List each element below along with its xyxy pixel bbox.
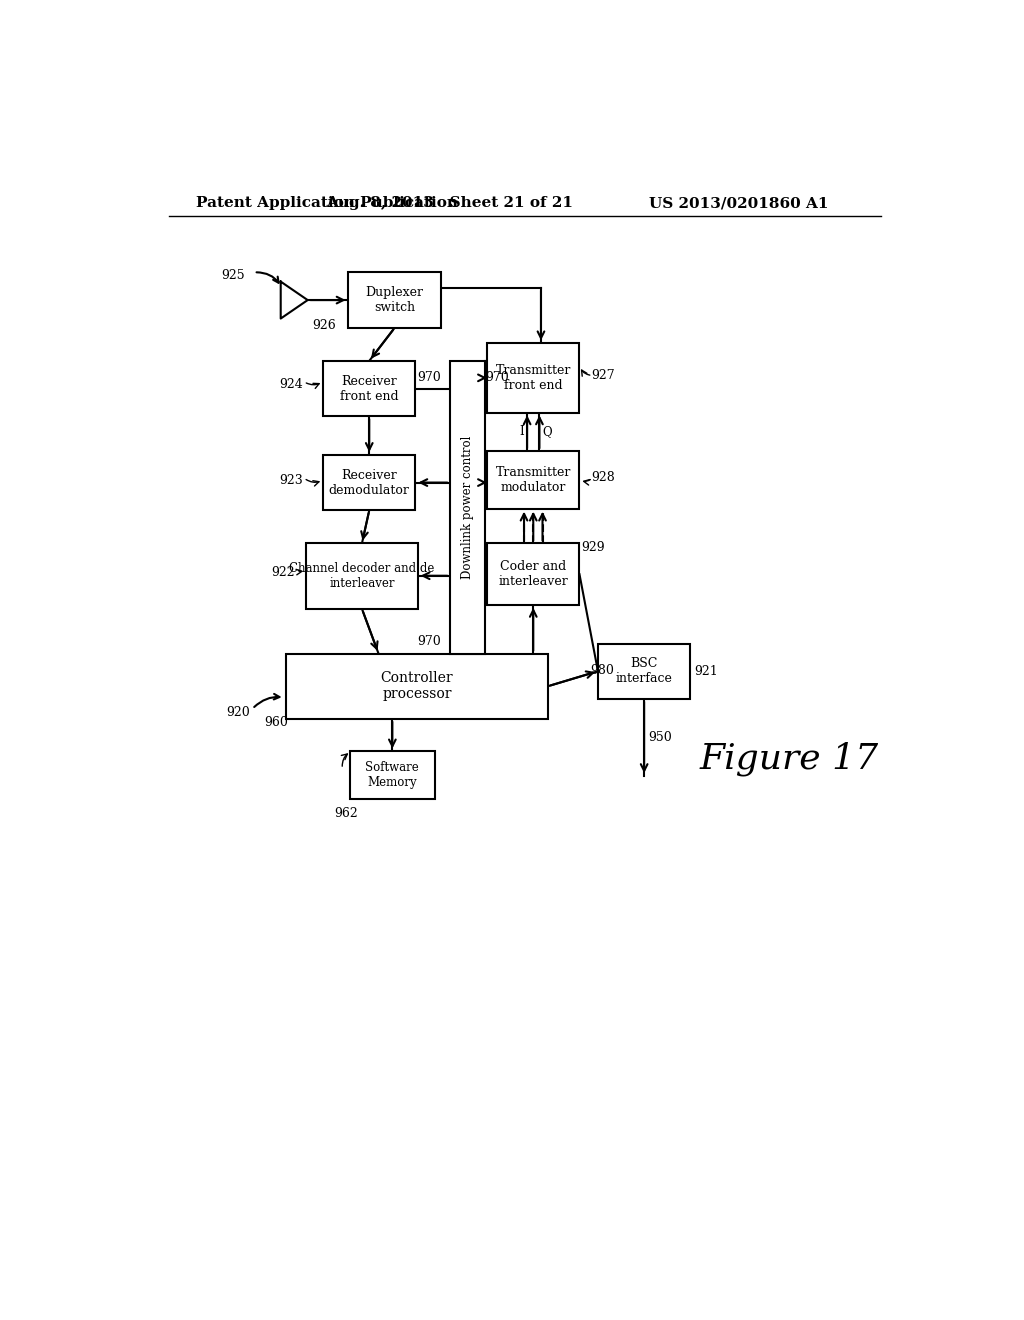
Text: 924: 924: [280, 378, 303, 391]
Text: 923: 923: [280, 474, 303, 487]
Text: Figure 17: Figure 17: [699, 742, 879, 776]
Text: Patent Application Publication: Patent Application Publication: [196, 197, 458, 210]
Bar: [286, 653, 548, 719]
Text: US 2013/0201860 A1: US 2013/0201860 A1: [649, 197, 828, 210]
Text: Transmitter
front end: Transmitter front end: [496, 364, 571, 392]
Text: 929: 929: [581, 541, 604, 554]
Text: Software
Memory: Software Memory: [366, 762, 419, 789]
Text: 925: 925: [221, 269, 245, 282]
Text: 980: 980: [590, 664, 614, 677]
Text: Downlink power control: Downlink power control: [461, 436, 474, 579]
Text: Receiver
demodulator: Receiver demodulator: [329, 469, 410, 496]
Bar: [487, 343, 580, 412]
Text: 928: 928: [591, 471, 614, 484]
Text: BSC
interface: BSC interface: [615, 657, 673, 685]
Text: Duplexer
switch: Duplexer switch: [366, 286, 424, 314]
Text: 920: 920: [226, 706, 250, 719]
Bar: [323, 455, 416, 511]
Text: 921: 921: [694, 665, 718, 677]
Bar: [323, 360, 416, 416]
Text: 927: 927: [591, 370, 614, 381]
Text: 970: 970: [417, 635, 441, 648]
Text: 950: 950: [648, 731, 672, 744]
Text: Channel decoder and de
interleaver: Channel decoder and de interleaver: [289, 562, 434, 590]
Text: 960: 960: [264, 717, 288, 730]
Text: 970: 970: [484, 371, 509, 384]
Bar: [348, 272, 441, 327]
Text: I: I: [519, 425, 524, 438]
Polygon shape: [281, 281, 307, 318]
Text: Receiver
front end: Receiver front end: [340, 375, 398, 403]
Text: Transmitter
modulator: Transmitter modulator: [496, 466, 571, 494]
Text: Coder and
interleaver: Coder and interleaver: [499, 560, 568, 589]
Bar: [451, 360, 484, 653]
Text: Aug. 8, 2013   Sheet 21 of 21: Aug. 8, 2013 Sheet 21 of 21: [327, 197, 573, 210]
Text: 922: 922: [271, 566, 295, 579]
Bar: [598, 644, 690, 700]
Bar: [306, 544, 418, 609]
Text: 962: 962: [334, 807, 358, 820]
Bar: [350, 751, 435, 799]
Bar: [487, 544, 580, 605]
Text: Controller
processor: Controller processor: [381, 671, 454, 701]
Text: Q: Q: [543, 425, 552, 438]
Text: 970: 970: [417, 371, 441, 384]
Text: 926: 926: [312, 318, 336, 331]
Bar: [487, 451, 580, 508]
